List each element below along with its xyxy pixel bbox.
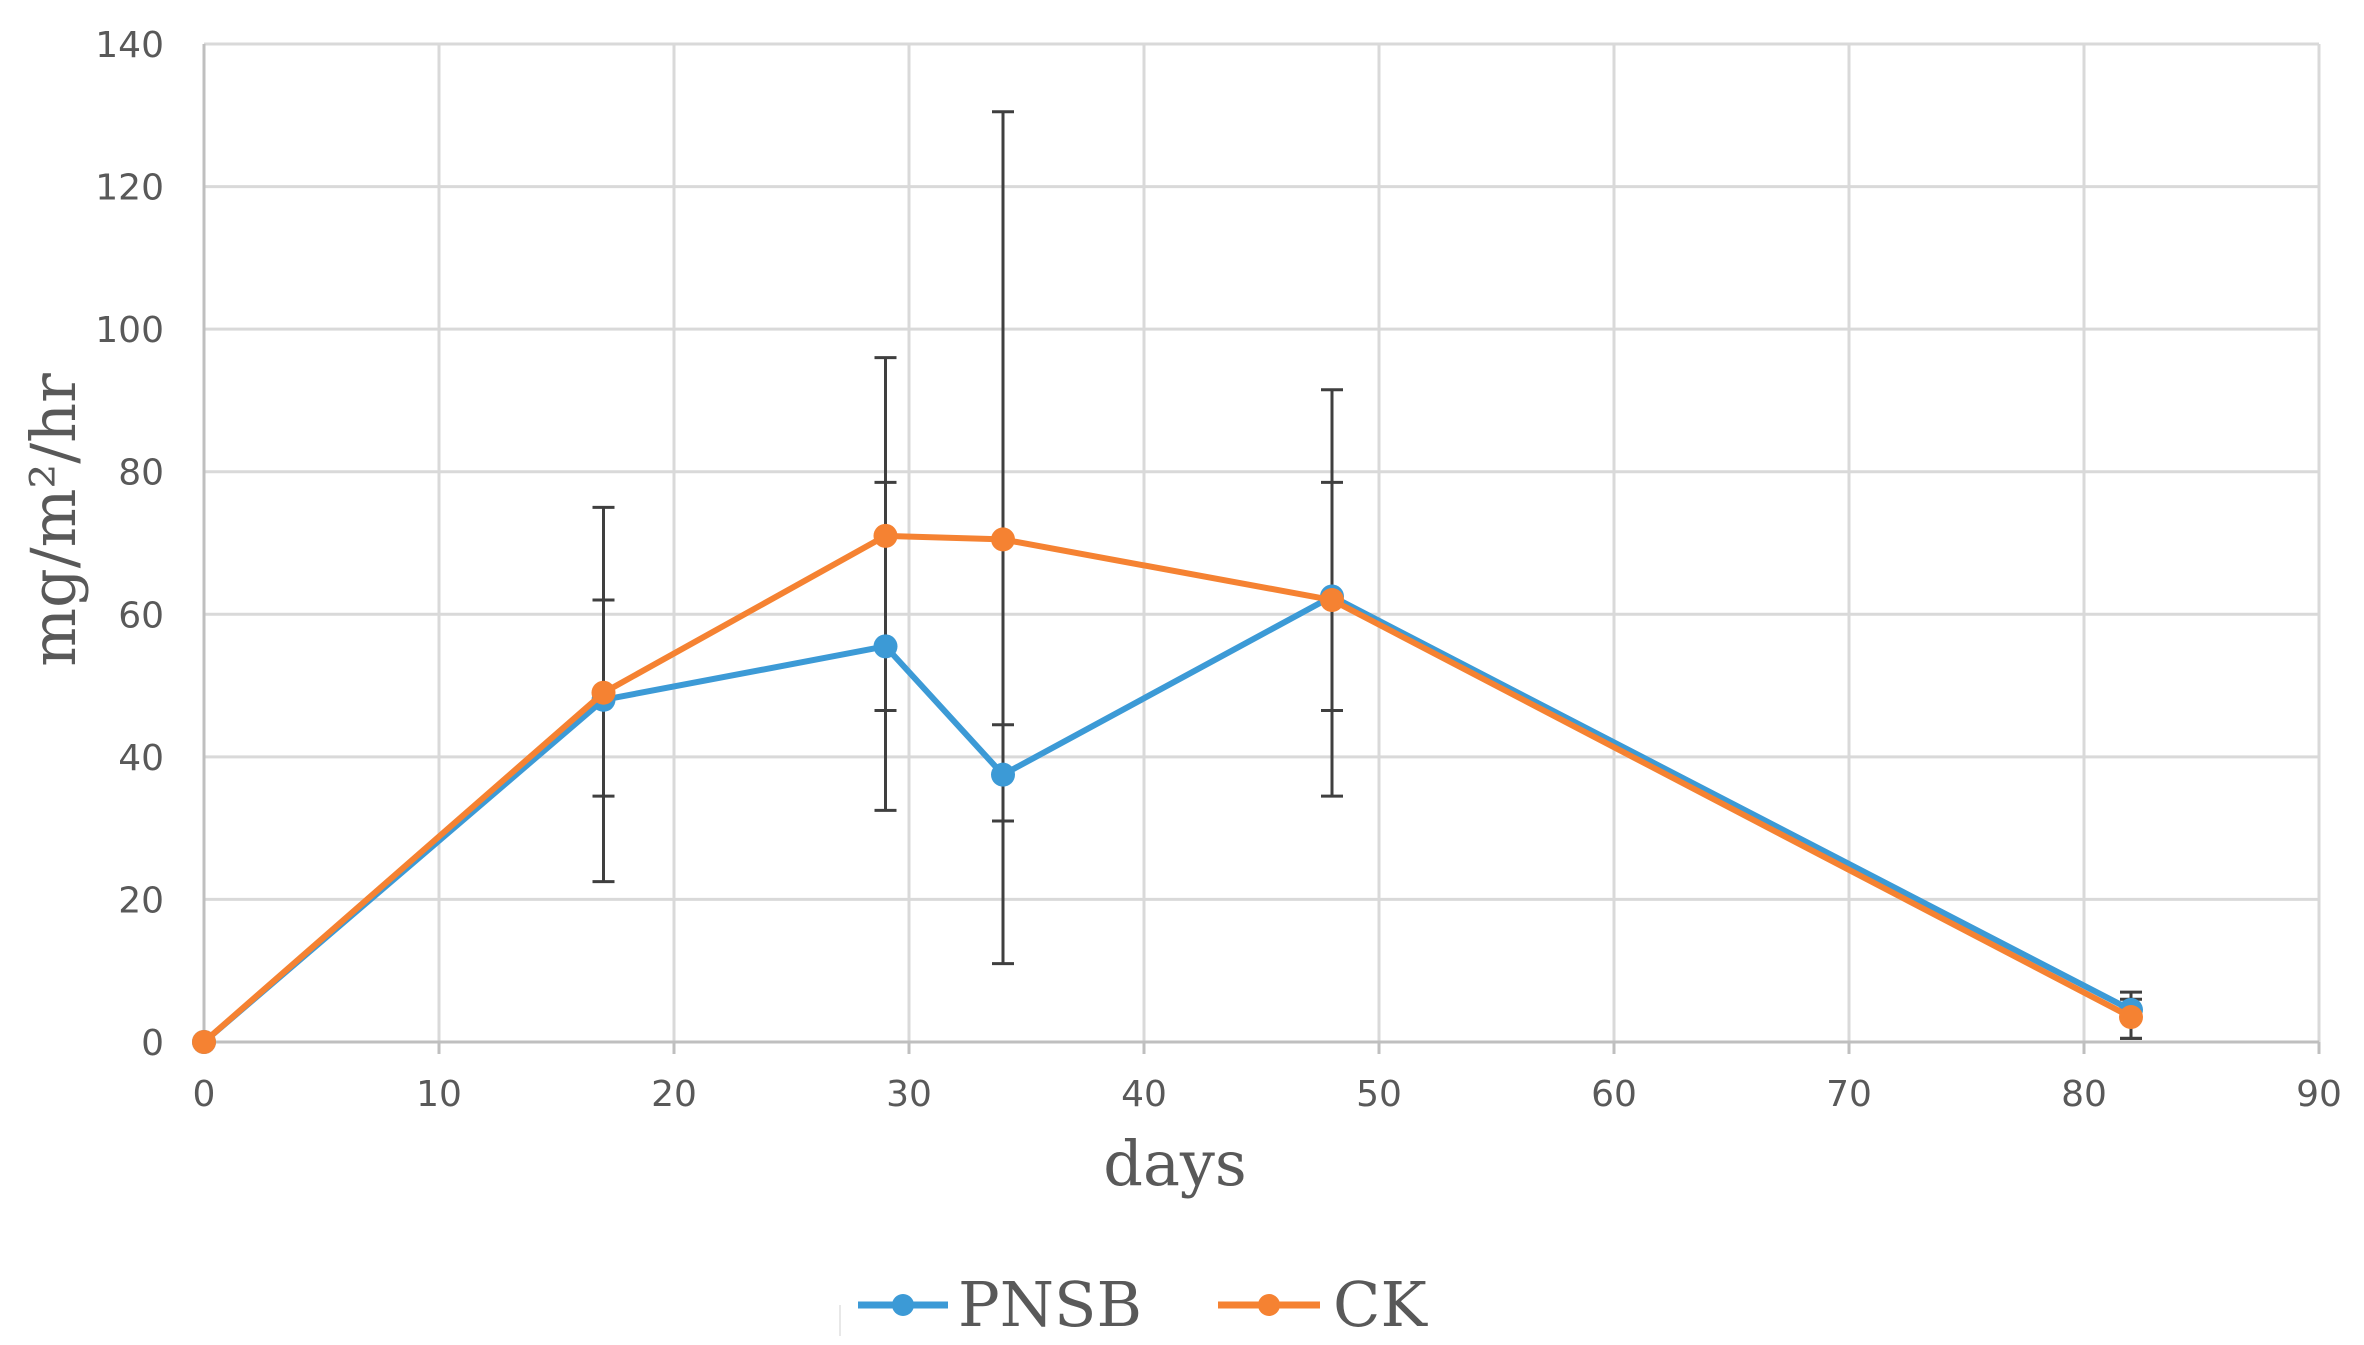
data-point-ck-3 <box>991 527 1015 552</box>
y-tick-label-20: 20 <box>118 880 164 921</box>
legend-marker-pnsb <box>892 1294 914 1316</box>
legend-label-pnsb: PNSB <box>958 1268 1142 1340</box>
tick-labels: 0 20 40 60 80 100 120 140 0 10 20 30 40 50 60 70 80 90 <box>95 25 2342 1115</box>
data-point-ck-1 <box>591 680 616 705</box>
y-tick-label-80: 80 <box>118 453 164 494</box>
data-point-ck-0 <box>192 1030 216 1054</box>
x-tick-label-40: 40 <box>1121 1074 1167 1115</box>
error-bars <box>592 110 2142 1040</box>
x-tick-label-50: 50 <box>1356 1074 1402 1115</box>
error-bar-ck-2 <box>874 356 897 812</box>
x-tick-label-10: 10 <box>416 1074 462 1115</box>
y-tick-label-140: 140 <box>95 25 164 66</box>
x-tick-label-80: 80 <box>2061 1074 2107 1115</box>
data-point-pnsb-2 <box>873 634 898 659</box>
y-tick-label-120: 120 <box>95 168 164 209</box>
data-point-pnsb-3 <box>991 762 1015 787</box>
y-tick-label-40: 40 <box>118 738 164 779</box>
x-tick-label-90: 90 <box>2296 1074 2342 1115</box>
x-tick-label-20: 20 <box>651 1074 697 1115</box>
series <box>192 523 2143 1054</box>
x-tick-label-60: 60 <box>1591 1074 1637 1115</box>
data-point-ck-5 <box>2119 1005 2143 1030</box>
x-tick-label-70: 70 <box>1826 1074 1872 1115</box>
data-point-ck-4 <box>1320 588 1344 613</box>
legend-label-ck: CK <box>1333 1268 1428 1340</box>
y-tick-label-0: 0 <box>141 1023 164 1064</box>
y-tick-label-60: 60 <box>118 595 164 636</box>
legend-marker-ck <box>1258 1294 1280 1316</box>
y-axis-title: mg/m²/hr <box>17 373 90 667</box>
data-point-ck-2 <box>873 523 898 548</box>
y-tick-label-100: 100 <box>95 310 164 351</box>
error-bar-ck-3 <box>992 110 1014 823</box>
axes <box>202 44 2321 1054</box>
legend-item-ck: CK <box>1218 1268 1428 1341</box>
series-line-pnsb <box>201 593 2134 1045</box>
legend: PNSB CK <box>839 1268 1428 1341</box>
x-tick-label-0: 0 <box>193 1074 216 1115</box>
legend-item-pnsb: PNSB <box>858 1268 1142 1341</box>
x-axis-title: days <box>1103 1127 1247 1200</box>
x-tick-label-30: 30 <box>886 1074 932 1115</box>
series-line-ck <box>201 532 2134 1045</box>
gridlines <box>204 42 2321 1042</box>
